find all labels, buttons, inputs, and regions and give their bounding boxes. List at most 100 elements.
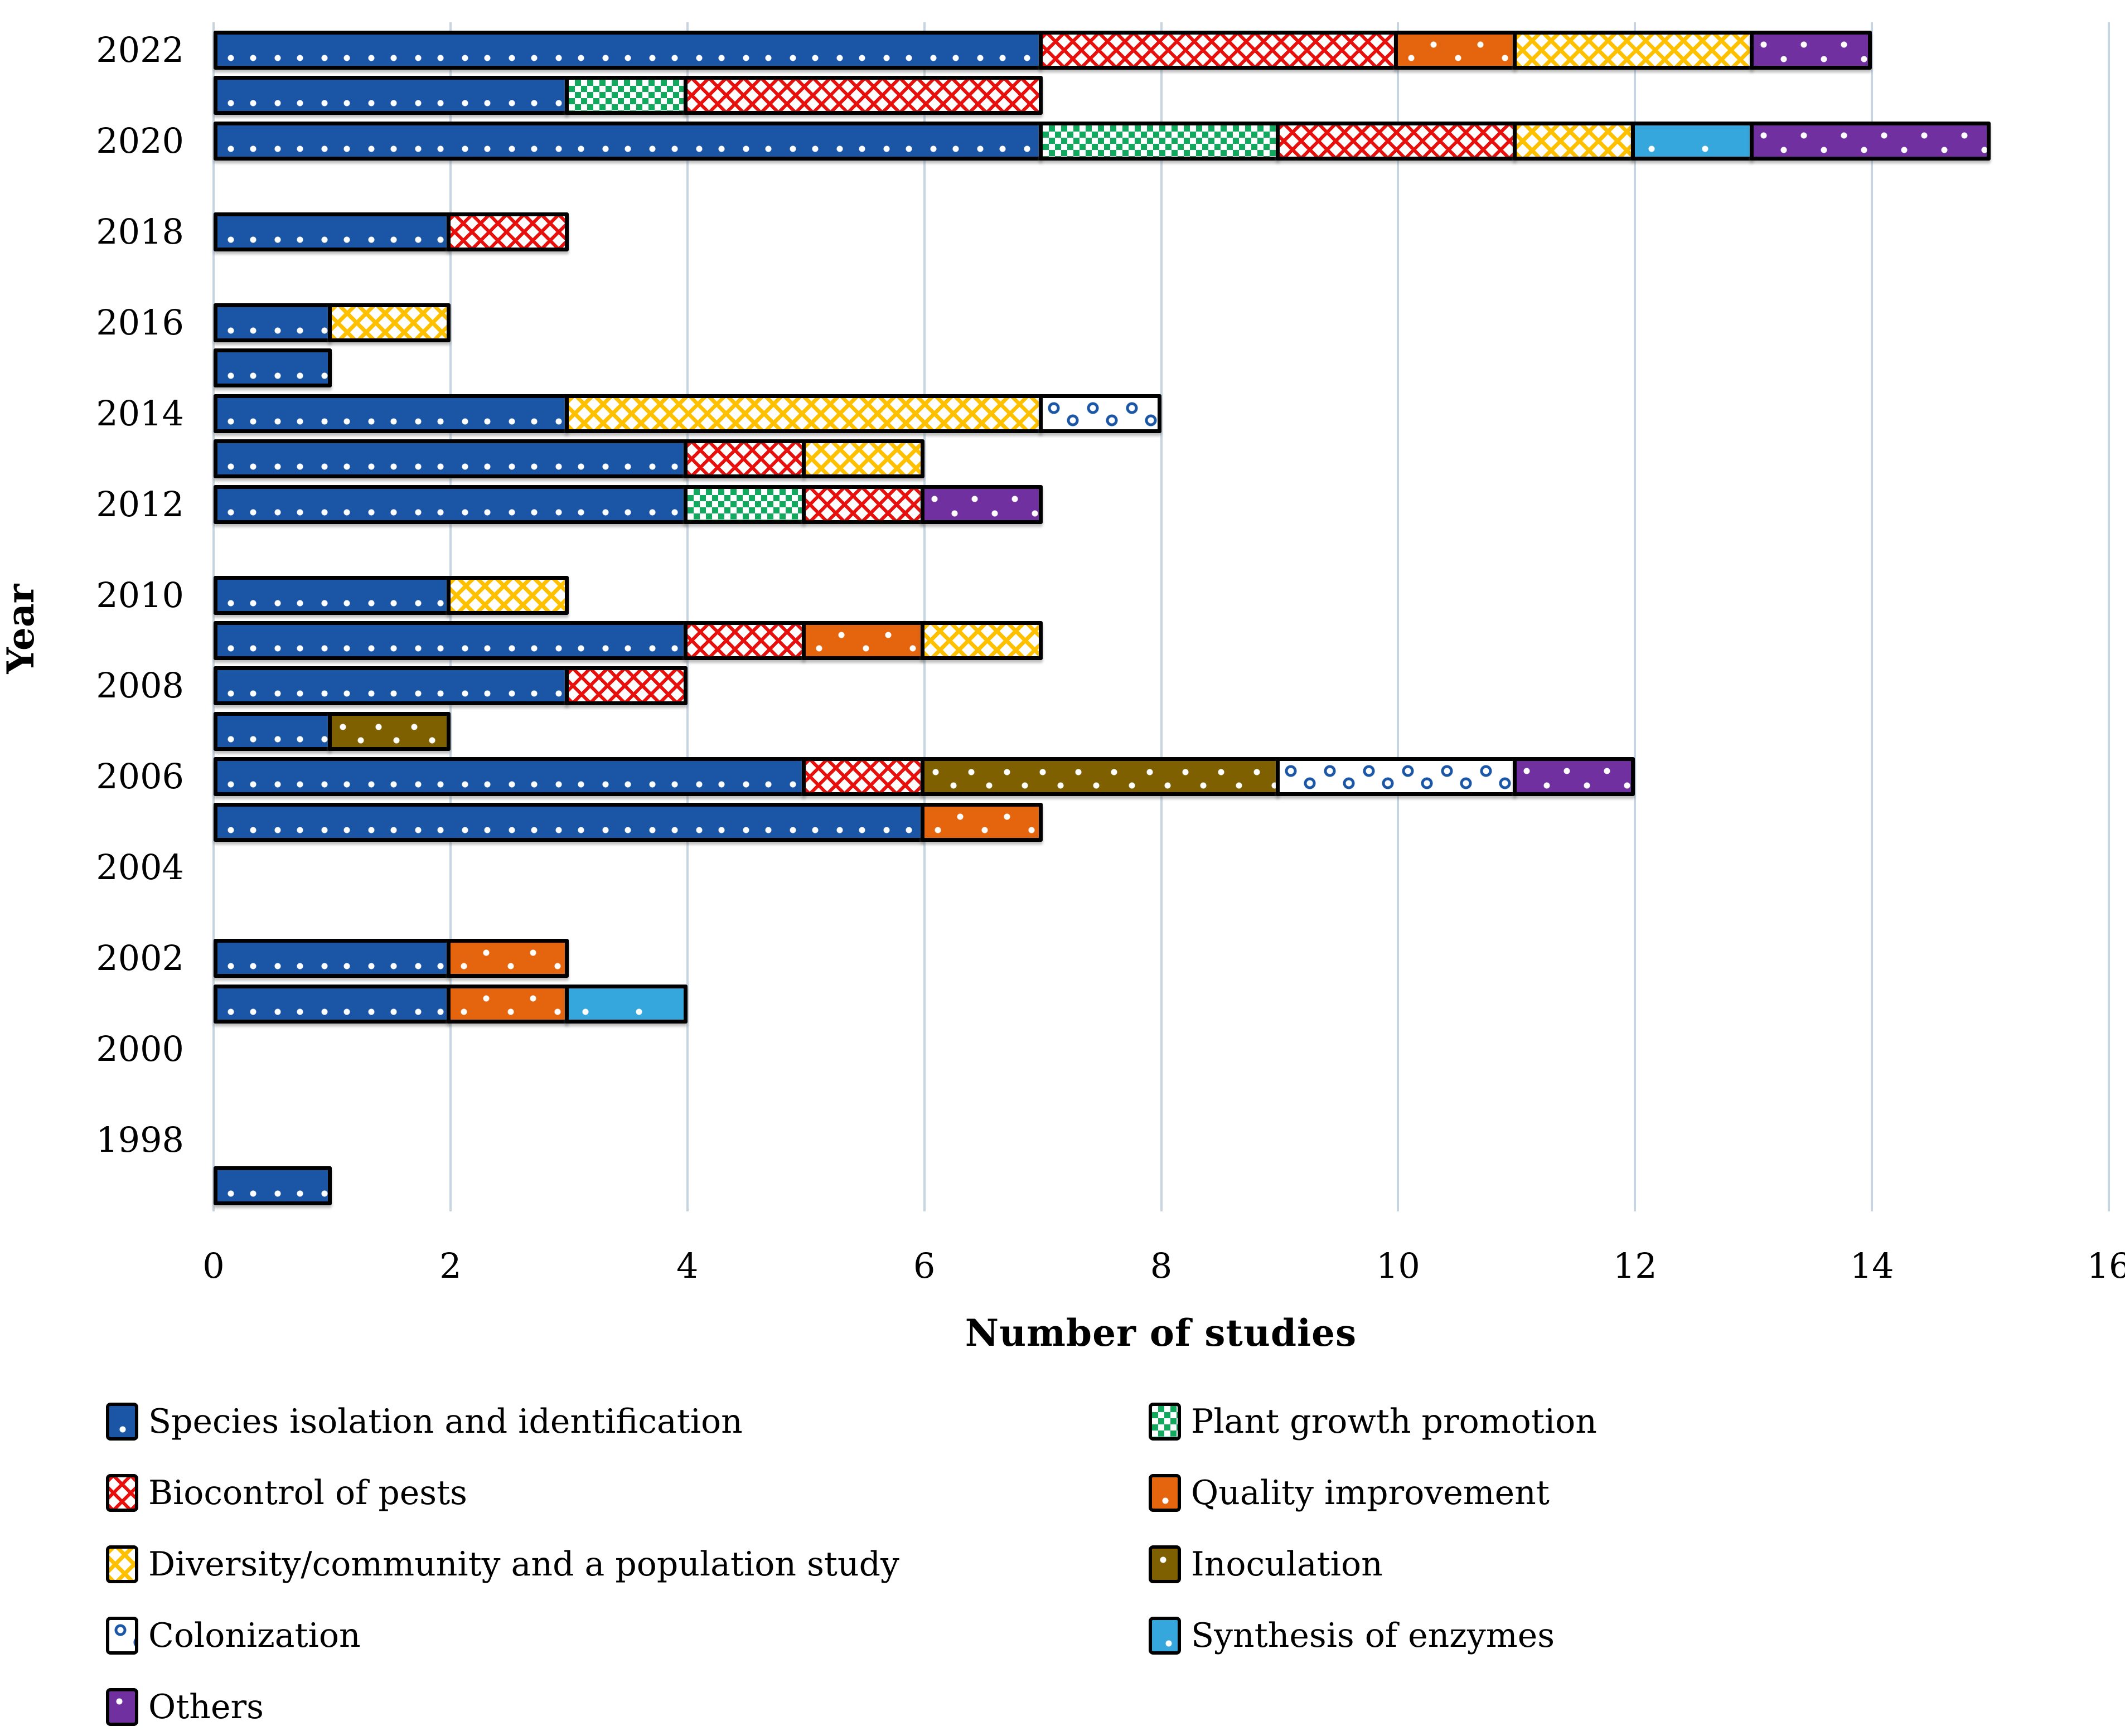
bar-segment-2001-quality: [446, 984, 569, 1024]
bar-segment-2013-diversity: [802, 439, 924, 479]
legend: Species isolation and identification Plan…: [0, 1366, 2125, 1736]
y-tick-2012: 2012: [96, 483, 184, 525]
bar-segment-2020-others: [1749, 121, 1991, 161]
bar-segment-2009-species: [214, 620, 688, 660]
legend-item-synthesis: Synthesis of enzymes: [1149, 1616, 1555, 1655]
bar-segment-2020-plant_growth: [1039, 121, 1280, 161]
legend-label-species: Species isolation and identification: [148, 1402, 743, 1441]
y-tick-2014: 2014: [96, 392, 184, 434]
bar-segment-2012-others: [920, 484, 1043, 524]
legend-item-quality: Quality improvement: [1149, 1473, 1550, 1512]
legend-item-biocontrol: Biocontrol of pests: [106, 1473, 467, 1512]
bar-segment-2006-biocontrol: [802, 757, 924, 797]
y-tick-2000: 2000: [96, 1029, 184, 1070]
gridline-x-12: [1634, 22, 1637, 1211]
bar-segment-2009-diversity: [920, 620, 1043, 660]
legend-swatch-colonization: [106, 1617, 138, 1655]
y-tick-2020: 2020: [96, 120, 184, 161]
y-tick-2002: 2002: [96, 938, 184, 979]
legend-label-colonization: Colonization: [148, 1616, 361, 1655]
bar-segment-2022-others: [1749, 31, 1872, 70]
y-tick-2022: 2022: [96, 30, 184, 70]
bar-segment-2008-biocontrol: [565, 666, 688, 706]
bar-segment-2018-biocontrol: [446, 212, 569, 251]
y-tick-1998: 1998: [96, 1119, 184, 1161]
y-tick-2010: 2010: [96, 574, 184, 615]
bar-segment-2006-inoculation: [920, 757, 1280, 797]
bar-segment-2009-quality: [802, 620, 924, 660]
bar-segment-2012-plant_growth: [683, 484, 806, 524]
bar-segment-2021-biocontrol: [683, 76, 1043, 115]
bar-segment-2002-species: [214, 939, 451, 978]
gridline-x-16: [2108, 22, 2111, 1211]
bar-segment-2013-biocontrol: [683, 439, 806, 479]
legend-label-biocontrol: Biocontrol of pests: [148, 1473, 467, 1512]
x-tick-14: 14: [1850, 1245, 1894, 1286]
legend-item-others: Others: [106, 1687, 264, 1727]
gridline-x-4: [686, 22, 689, 1211]
bar-segment-2007-inoculation: [328, 711, 451, 751]
y-tick-2004: 2004: [96, 847, 184, 888]
bar-segment-2014-species: [214, 394, 569, 433]
x-tick-10: 10: [1376, 1245, 1420, 1286]
legend-label-synthesis: Synthesis of enzymes: [1191, 1616, 1555, 1655]
bar-segment-2001-species: [214, 984, 451, 1024]
gridline-x-0: [212, 22, 215, 1211]
bar-segment-2022-biocontrol: [1039, 31, 1398, 70]
bar-segment-2022-quality: [1394, 31, 1517, 70]
bar-segment-2020-synthesis: [1631, 121, 1754, 161]
bar-segment-2006-colonization: [1275, 757, 1517, 797]
gridline-x-2: [449, 22, 452, 1211]
bar-segment-2018-species: [214, 212, 451, 251]
x-axis-title: Number of studies: [965, 1311, 1357, 1355]
bar-segment-2008-species: [214, 666, 569, 706]
bar-segment-2021-plant_growth: [565, 76, 688, 115]
gridline-x-14: [1871, 22, 1874, 1211]
legend-label-quality: Quality improvement: [1191, 1473, 1550, 1512]
bar-segment-2015-species: [214, 348, 332, 388]
legend-label-inoculation: Inoculation: [1191, 1545, 1383, 1584]
legend-item-plant_growth: Plant growth promotion: [1149, 1402, 1597, 1441]
bar-segment-2016-diversity: [328, 303, 451, 342]
x-tick-0: 0: [202, 1245, 225, 1286]
bar-segment-2012-biocontrol: [802, 484, 924, 524]
bar-segment-2010-species: [214, 575, 451, 615]
legend-swatch-plant_growth: [1149, 1403, 1181, 1441]
legend-item-inoculation: Inoculation: [1149, 1545, 1383, 1584]
legend-swatch-biocontrol: [106, 1474, 138, 1512]
bar-segment-1997-species: [214, 1166, 332, 1205]
bar-segment-2013-species: [214, 439, 688, 479]
legend-swatch-inoculation: [1149, 1545, 1181, 1583]
bar-segment-2007-species: [214, 711, 332, 751]
bar-segment-2006-species: [214, 757, 806, 797]
legend-item-species: Species isolation and identification: [106, 1402, 743, 1441]
bar-segment-2006-others: [1512, 757, 1635, 797]
bar-segment-2020-biocontrol: [1275, 121, 1517, 161]
legend-swatch-quality: [1149, 1474, 1181, 1512]
legend-item-diversity: Diversity/community and a population stu…: [106, 1545, 899, 1584]
bar-segment-2020-species: [214, 121, 1043, 161]
bar-segment-2016-species: [214, 303, 332, 342]
bar-segment-2009-biocontrol: [683, 620, 806, 660]
plot-area: 2022 2020 2018 2016 2014 2012 2010 2008 2006 2004…: [96, 22, 2125, 1286]
x-tick-8: 8: [1150, 1245, 1173, 1286]
y-tick-2006: 2006: [96, 756, 184, 797]
bar-segment-2020-diversity: [1512, 121, 1635, 161]
legend-label-others: Others: [148, 1687, 264, 1727]
legend-swatch-synthesis: [1149, 1617, 1181, 1655]
bar-segment-2014-diversity: [565, 394, 1043, 433]
legend-label-diversity: Diversity/community and a population stu…: [148, 1545, 899, 1584]
bar-segment-2012-species: [214, 484, 688, 524]
y-tick-2018: 2018: [96, 211, 184, 252]
x-tick-4: 4: [676, 1245, 699, 1286]
legend-item-colonization: Colonization: [106, 1616, 361, 1655]
bar-segment-2005-species: [214, 802, 924, 842]
y-tick-2016: 2016: [96, 302, 184, 343]
bar-segment-2005-quality: [920, 802, 1043, 842]
legend-label-plant_growth: Plant growth promotion: [1191, 1402, 1597, 1441]
x-tick-2: 2: [439, 1245, 462, 1286]
gridline-x-6: [923, 22, 926, 1211]
bar-segment-2021-species: [214, 76, 569, 115]
bar-segment-2022-diversity: [1512, 31, 1754, 70]
